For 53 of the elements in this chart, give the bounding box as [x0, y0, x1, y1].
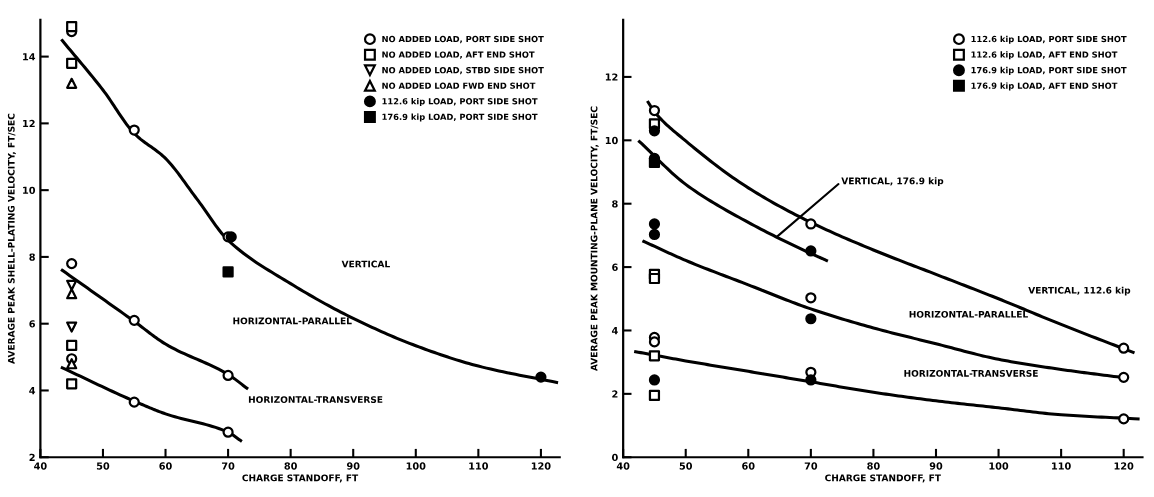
x-tick-label: 60	[159, 462, 172, 470]
y-tick-label: 4	[611, 327, 618, 335]
annotation: HORIZONTAL-PARALLEL	[909, 310, 1028, 318]
legend-label: 176.9 kip LOAD, AFT END SHOT	[971, 82, 1118, 91]
x-tick-label: 110	[1052, 462, 1071, 470]
x-tick-label: 50	[679, 462, 693, 470]
legend-label: 112.6 kip LOAD, PORT SIDE SHOT	[382, 97, 538, 107]
x-tick-label: 100	[406, 462, 426, 470]
y-tick-label: 0	[612, 453, 618, 462]
x-tick-label: 80	[867, 462, 880, 470]
x-tick-label: 50	[96, 462, 110, 470]
y-tick-label: 4	[29, 387, 36, 395]
y-tick-label: 8	[29, 253, 35, 261]
legend-label: NO ADDED LOAD FWD END SHOT	[382, 82, 536, 89]
x-tick-label: 70	[804, 462, 818, 470]
legend-label: 176.9 kip LOAD, PORT SIDE SHOT	[382, 113, 538, 122]
y-tick-label: 8	[612, 200, 618, 208]
x-tick-label: 90	[929, 462, 943, 470]
x-axis-title: CHARGE STANDOFF, FT	[825, 474, 941, 483]
x-tick-label: 90	[346, 462, 360, 470]
annotation: HORIZONTAL-PARALLEL	[233, 317, 352, 325]
x-tick-label: 60	[742, 462, 755, 470]
legend-label: 112.6 kip LOAD, AFT END SHOT	[971, 51, 1118, 60]
y-tick-label: 10	[605, 136, 618, 145]
y-tick-label: 6	[612, 263, 618, 271]
x-tick-label: 40	[616, 462, 630, 470]
y-tick-label: 12	[23, 119, 35, 128]
annotation: VERTICAL, 176.9 kip	[841, 177, 944, 187]
y-axis-title: AVERAGE PEAK SHELL-PLATING VELOCITY, FT/SEC	[7, 113, 16, 364]
legend-label: NO ADDED LOAD, PORT SIDE SHOT	[382, 35, 544, 44]
x-tick-label: 80	[284, 462, 297, 470]
y-tick-label: 10	[23, 186, 36, 194]
x-tick-label: 120	[531, 462, 551, 470]
legend-label: NO ADDED LOAD, AFT END SHOT	[382, 51, 535, 59]
x-axis-title: CHARGE STANDOFF, FT	[242, 474, 359, 483]
x-tick-label: 40	[34, 462, 47, 470]
annotation: VERTICAL	[341, 260, 390, 268]
y-tick-label: 12	[605, 73, 618, 81]
annotation: HORIZONTAL-TRANSVERSE	[248, 396, 383, 403]
y-tick-label: 2	[612, 390, 618, 398]
legend-label: 112.6 kip LOAD, PORT SIDE SHOT	[971, 35, 1127, 44]
legend-label: NO ADDED LOAD, STBD SIDE SHOT	[382, 66, 544, 75]
legend-label: 176.9 kip LOAD, PORT SIDE SHOT	[971, 66, 1127, 75]
y-tick-label: 2	[29, 453, 35, 461]
x-tick-label: 100	[989, 462, 1009, 470]
y-tick-label: 6	[29, 320, 36, 328]
y-tick-label: 14	[23, 53, 36, 61]
y-axis-title: AVERAGE PEAK MOUNTING-PLANE VELOCITY, FT/SEC	[590, 106, 599, 372]
x-tick-label: 110	[469, 462, 489, 470]
annotation: VERTICAL, 112.6 kip	[1028, 286, 1131, 296]
annotation: HORIZONTAL-TRANSVERSE	[904, 369, 1038, 377]
x-tick-label: 120	[1114, 462, 1134, 470]
x-tick-label: 70	[221, 462, 235, 470]
